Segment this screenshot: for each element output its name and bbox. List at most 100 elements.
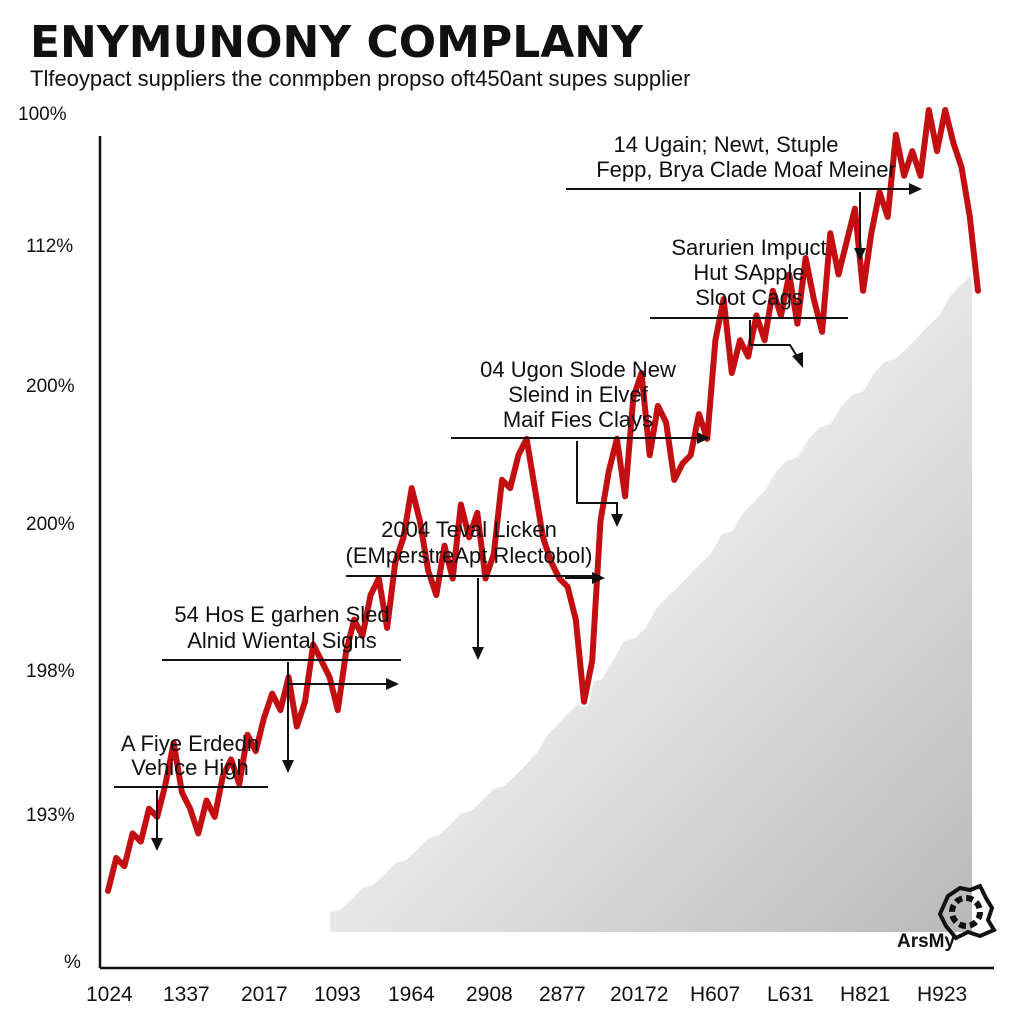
series-point [630,395,636,401]
annotation-text: Hut SApple [693,260,804,285]
series-point [540,535,546,540]
series-point [335,707,341,713]
arrow-head-icon [909,183,922,195]
annotation-1: A Fiye Erdedn Vehice High [114,731,268,851]
y-tick-label: 198% [26,661,75,682]
x-tick-label: H923 [917,983,967,1006]
watermark: ArsMy [897,883,997,952]
series-point [909,148,915,154]
series-point [811,296,817,302]
series-point [442,543,447,549]
series-point [655,403,661,409]
x-tick-label: 2877 [539,983,586,1006]
arrow-head-icon [386,678,399,690]
x-tick-label: 2908 [466,983,513,1006]
series-point [795,321,800,327]
series-point [803,255,808,261]
x-tick-label: L631 [767,983,814,1006]
series-point [713,337,718,343]
x-tick-label: H607 [690,983,740,1006]
series-point [589,658,595,664]
y-tick-label: 100% [18,104,67,125]
series-point [548,559,554,565]
series-point [516,452,521,458]
series-point [278,707,283,713]
series-point [926,107,932,113]
series-point [581,699,587,705]
arrow-head-icon [697,432,710,444]
series-point [163,781,168,787]
series-point [483,576,488,581]
series-point [138,839,144,844]
series-point [532,485,538,491]
series-point [376,576,382,581]
series-point [122,863,127,869]
series-point [770,288,776,294]
annotation-text: Alnid Wiental Signs [187,628,377,653]
series-point [663,420,669,425]
series-point [466,535,472,540]
y-tick-label: 200% [26,376,75,397]
annotation-text: Maif Fies Clays [503,407,653,432]
series-point [754,313,759,318]
annotation-2: 54 Hos E garhen Sled Alnid Wiental Signs [162,602,401,773]
series-point [187,806,193,812]
annotation-text: 14 Ugain; Newt, Stuple [613,132,838,157]
annotation-5: Sarurien Impuct Hut SApple Sloot Cags [650,235,848,368]
series-point [721,296,726,302]
series-point [269,691,275,696]
annotation-text: 54 Hos E garhen Sled [174,602,389,627]
series-point [778,313,784,318]
series-point [868,230,874,236]
series-point [885,214,891,220]
series-point [458,502,464,507]
series-point [384,625,390,631]
chart-title: ENYMUNONY COMPLANY [30,17,644,68]
series-point [606,469,612,475]
series-point [598,518,603,524]
series-point [491,551,497,557]
series-point [622,493,628,499]
arrow-head-icon [282,760,294,773]
arrow-head-icon [792,352,803,368]
annotation-text: Vehice High [131,755,248,780]
series-point [819,329,825,335]
series-point [639,370,644,376]
series-point [392,559,398,565]
x-tick-label: H821 [840,983,890,1006]
series-point [327,674,332,680]
annotation-text: (EMperstreApt Rlectobol) [346,543,593,568]
series-point [565,584,570,590]
y-tick-label: 193% [26,805,75,826]
series-point [425,567,431,573]
series-point [146,806,152,812]
annotation-text: Sleind in Elvef [508,382,648,407]
annotation-arrow [576,441,618,518]
series-point [236,781,242,787]
x-tick-label: 1964 [388,983,435,1006]
annotation-text: 2004 Teval Licken [381,517,557,542]
series-point [844,239,850,244]
y-tick-labels: 100% 112% 200% 200% 198% 193% % [18,104,81,973]
x-tick-label: 1093 [314,983,361,1006]
series-point [368,592,373,598]
series-point [294,724,300,729]
series-point [934,148,940,154]
annotation-text: Sloot Cags [695,285,803,310]
series-points [105,107,981,894]
annotation-6: 14 Ugain; Newt, Stuple Fepp, Brya Clade … [566,132,922,261]
series-point [409,485,415,491]
series-point [836,272,841,277]
series-point [688,452,694,458]
series-point [204,798,209,803]
series-point [433,592,439,598]
series-point [959,165,964,170]
series-point [474,510,480,516]
series-point [417,518,423,524]
series-point [893,132,899,138]
series-point [179,789,185,795]
series-point [901,173,907,179]
series-point [401,535,406,540]
series-point [450,576,456,581]
baseline-area [330,274,972,932]
